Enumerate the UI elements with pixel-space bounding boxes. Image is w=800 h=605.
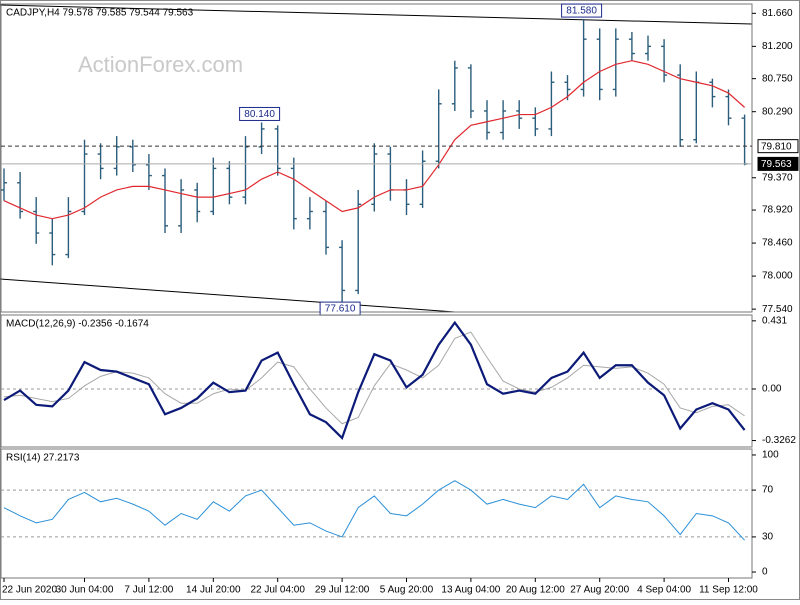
trendline	[0, 278, 456, 313]
y-tick-label: 0.431	[762, 315, 787, 326]
y-tick-label: 100	[762, 450, 779, 461]
y-tick-label: 0	[762, 567, 768, 578]
panel	[0, 3, 753, 313]
x-tick-label: 30 Jun 04:00	[56, 585, 114, 596]
y-tick-label: 79.370	[762, 172, 793, 183]
price-level-box	[757, 156, 799, 171]
y-tick-label: 78.460	[762, 238, 793, 249]
x-tick-label: 4 Sep 04:00	[637, 585, 691, 596]
indicator-line	[3, 320, 746, 440]
panel-title: MACD(12,26,9) -0.2356 -0.1674	[6, 319, 149, 330]
x-tick-label: 7 Jul 12:00	[124, 585, 173, 596]
panel	[0, 448, 753, 579]
price-annotation-box	[239, 106, 281, 121]
y-tick-label: 78.920	[762, 205, 793, 216]
x-tick-label: 5 Aug 20:00	[380, 585, 434, 596]
y-tick-label: 81.200	[762, 41, 793, 52]
price-annotation-box	[561, 3, 603, 18]
panel	[0, 314, 753, 448]
x-tick-label: 11 Sep 12:00	[699, 585, 758, 596]
x-tick-label: 20 Aug 12:00	[506, 585, 565, 596]
x-tick-label: 22 Jun 2020	[2, 585, 57, 596]
price-annotation: 81.580	[566, 6, 597, 17]
x-tick-label: 22 Jul 04:00	[250, 585, 305, 596]
panel-title: CADJPY,H4 79.578 79.585 79.544 79.563	[6, 8, 194, 19]
y-tick-label: 0.00	[762, 384, 782, 395]
price-level-box	[757, 139, 799, 154]
x-tick-label: 29 Jul 12:00	[315, 585, 370, 596]
y-tick-label: 30	[762, 532, 774, 543]
y-tick-label: 77.540	[762, 304, 793, 315]
price-level-label: 79.810	[761, 141, 792, 152]
y-tick-label: 78.000	[762, 271, 793, 282]
y-tick-label: 80.750	[762, 73, 793, 84]
y-tick-label: -0.3262	[762, 435, 796, 446]
trendline	[0, 4, 753, 25]
price-annotation: 80.140	[244, 109, 275, 120]
price-annotation: 77.610	[325, 304, 356, 315]
y-tick-label: 81.660	[762, 8, 793, 19]
x-tick-label: 13 Aug 04:00	[441, 585, 500, 596]
panel-title: RSI(14) 27.2173	[6, 453, 80, 464]
y-tick-label: 80.290	[762, 106, 793, 117]
indicator-line	[3, 480, 745, 541]
x-tick-label: 14 Jul 20:00	[186, 585, 241, 596]
watermark: ActionForex.com	[78, 52, 243, 77]
indicator-line	[3, 331, 745, 425]
x-tick-label: 27 Aug 20:00	[570, 585, 629, 596]
y-tick-label: 70	[762, 485, 774, 496]
price-level-label: 79.563	[761, 159, 792, 170]
moving-average	[3, 60, 745, 220]
